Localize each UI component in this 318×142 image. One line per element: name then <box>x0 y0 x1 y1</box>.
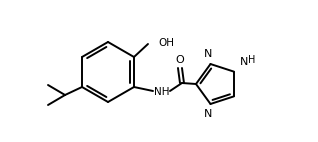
Text: N: N <box>204 49 213 59</box>
Text: NH: NH <box>154 87 170 97</box>
Text: H: H <box>248 55 255 65</box>
Text: N: N <box>240 57 248 67</box>
Text: OH: OH <box>158 38 174 48</box>
Text: O: O <box>176 55 184 65</box>
Text: N: N <box>204 109 213 119</box>
